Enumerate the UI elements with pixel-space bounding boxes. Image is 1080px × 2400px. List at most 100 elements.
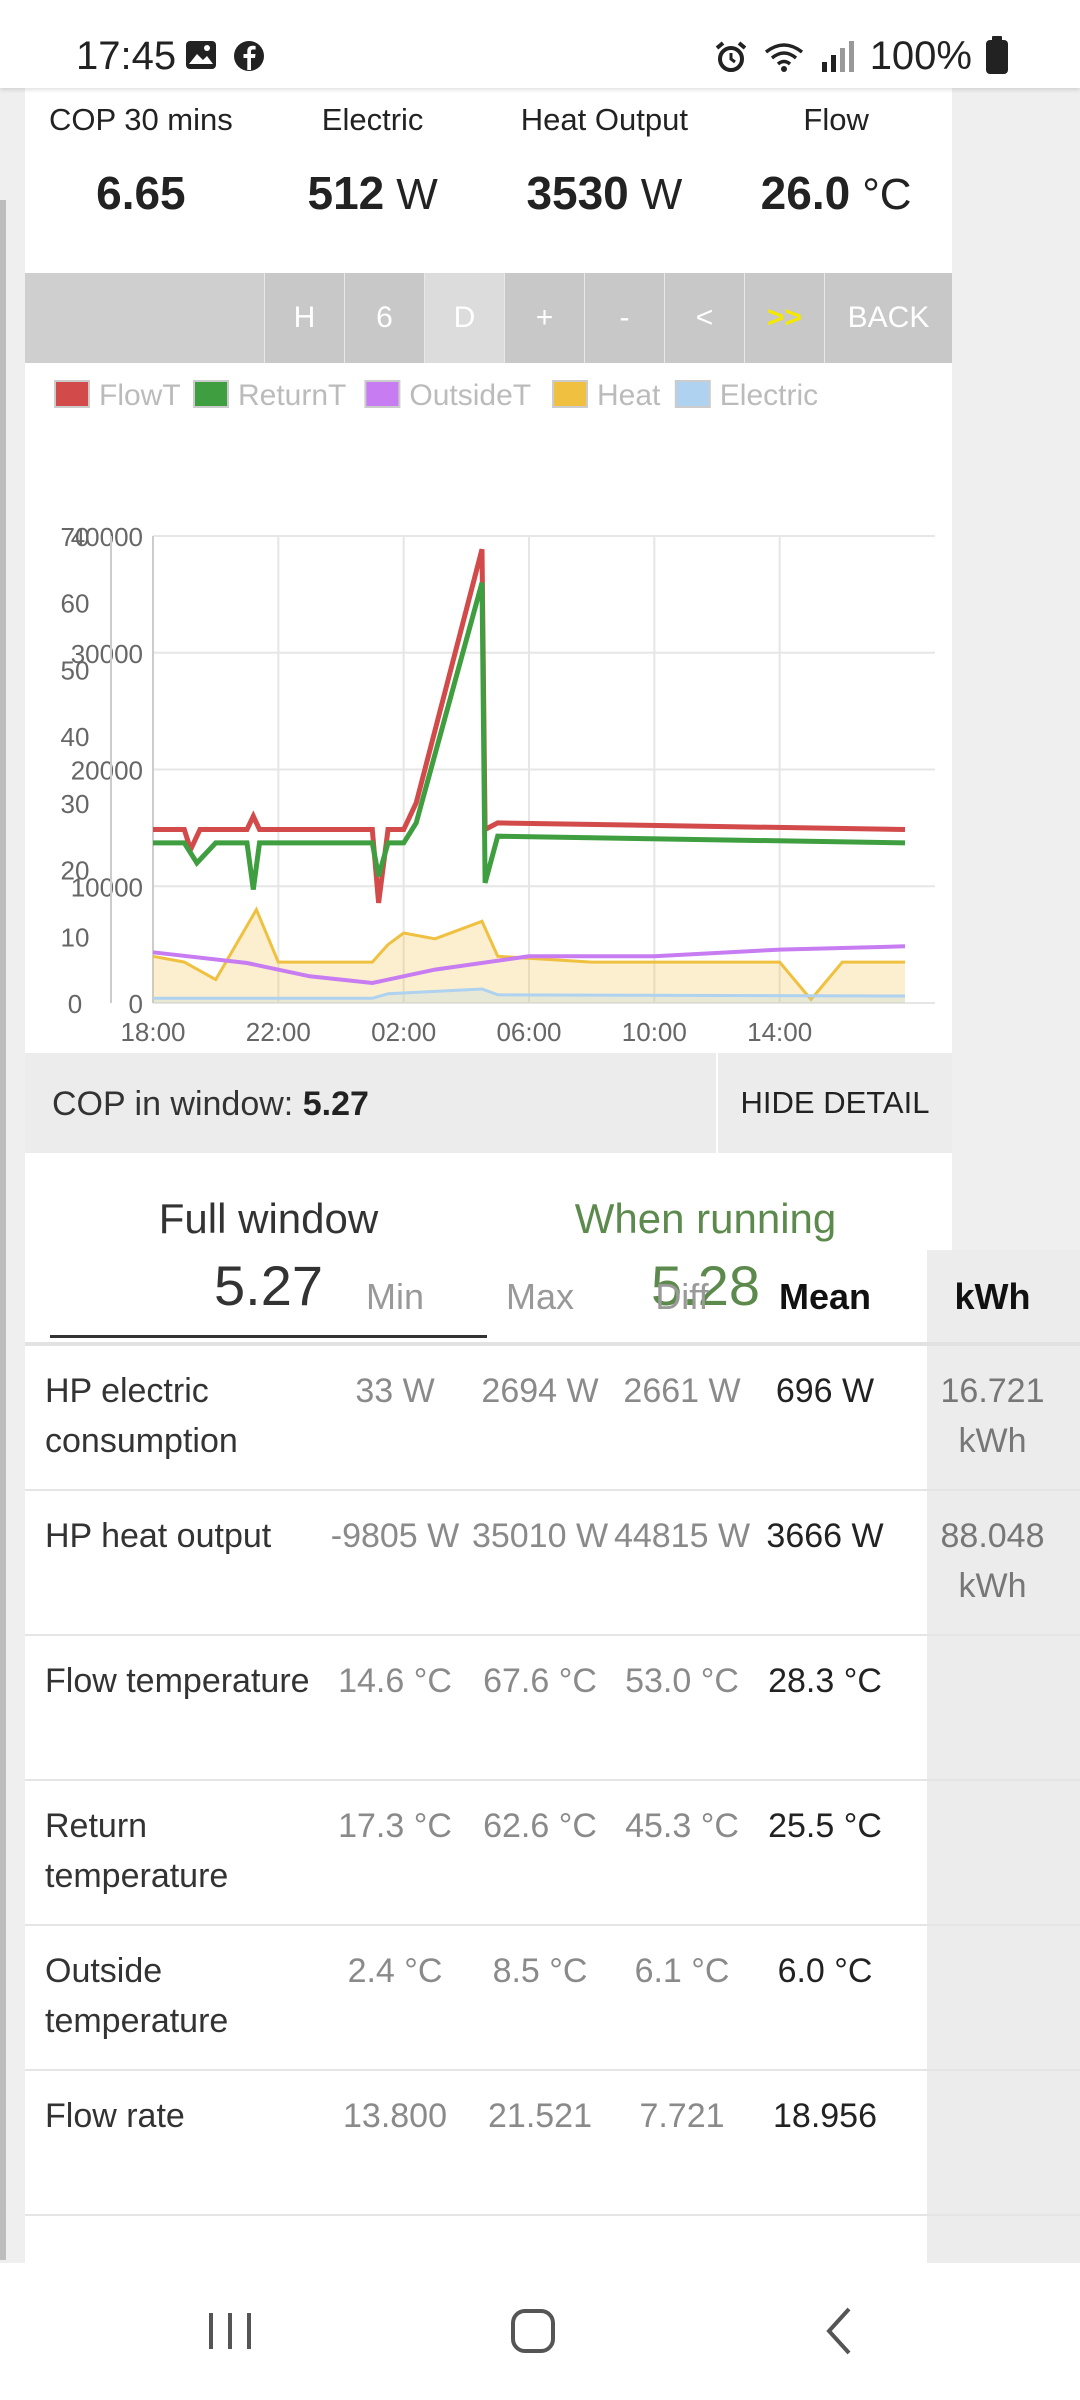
legend-item: Heat	[597, 379, 661, 412]
status-time: 17:45	[76, 34, 177, 78]
signal-icon	[821, 40, 854, 72]
cell-label: Outside temperature	[45, 1952, 229, 2040]
cell-min: 2.4 °C	[347, 1952, 443, 1990]
stat-label: Electric	[321, 102, 424, 137]
table-row: Outside temperature 2.4 °C 8.5 °C 6.1 °C 6.0…	[25, 1926, 1080, 2071]
back-icon[interactable]	[815, 2301, 865, 2361]
cop-window-bar: COP in window: 5.27 HIDE DETAIL	[25, 1053, 952, 1153]
six-hour-button[interactable]: 6	[344, 273, 424, 363]
hour-button[interactable]: H	[264, 273, 344, 363]
cell-max: 2694 W	[481, 1372, 599, 1410]
cell-kwh: 16.721 kWh	[940, 1372, 1045, 1460]
y-right-tick-label: 10000	[71, 872, 143, 902]
tab-value: 5.27	[214, 1254, 323, 1317]
x-tick-label: 10:00	[622, 1017, 687, 1047]
series-line-electric	[153, 987, 906, 1000]
cell-label: Return temperature	[45, 1807, 229, 1895]
y-left-tick-label: 30	[61, 789, 90, 819]
table-row: Flow temperature 14.6 °C 67.6 °C 53.0 °C 28.…	[25, 1636, 1080, 1781]
tab-full-window[interactable]: Full window 5.27	[50, 1153, 487, 1338]
header-kwh: kWh	[954, 1276, 1031, 1317]
alarm-icon	[715, 40, 746, 72]
cell-diff: 6.1 °C	[634, 1952, 730, 1990]
stats-tabs: Full window 5.27 When running 5.28	[25, 1153, 952, 1338]
stat-electric: Electric 512 W	[257, 88, 489, 248]
stat-value: 6.65	[96, 167, 186, 219]
x-tick-label: 22:00	[246, 1017, 311, 1047]
stats-table: Min Max Diff Mean kWh HP electric consum…	[25, 1250, 1080, 2216]
stat-heat-output: Heat Output 3530 W	[489, 88, 721, 248]
cell-min: 17.3 °C	[338, 1807, 452, 1845]
cell-max: 21.521	[488, 2097, 592, 2135]
x-tick-label: 14:00	[747, 1017, 812, 1047]
legend-swatch	[552, 380, 588, 408]
stat-cop: COP 30 mins 6.65	[25, 88, 257, 248]
cell-label: HP heat output	[45, 1517, 272, 1555]
cell-diff: 53.0 °C	[625, 1662, 739, 1700]
pan-right-button[interactable]: >>	[744, 273, 824, 363]
stat-value: 26.0 °C	[760, 167, 912, 219]
cell-max: 8.5 °C	[492, 1952, 588, 1990]
y-left-tick-label: 70	[61, 522, 90, 552]
cell-mean: 6.0 °C	[777, 1952, 873, 1990]
time-series-chart: FlowT ReturnT OutsideT Heat Electric 70 60 50 40…	[25, 363, 952, 1053]
cell-mean: 696 W	[775, 1372, 875, 1410]
cop-window-text: COP in window: 5.27	[52, 1085, 369, 1123]
recents-icon[interactable]	[205, 2301, 255, 2361]
cell-diff: 44815 W	[613, 1517, 751, 1555]
cell-max: 67.6 °C	[483, 1662, 597, 1700]
stat-value: 512 W	[307, 167, 438, 219]
cell-label: Flow rate	[45, 2097, 185, 2135]
tab-when-running[interactable]: When running 5.28	[487, 1153, 924, 1338]
y-left-tick-label: 20	[61, 856, 90, 886]
back-button[interactable]: BACK	[824, 273, 952, 363]
stat-flow: Flow 26.0 °C	[720, 88, 952, 248]
header-mean: Mean	[778, 1276, 872, 1317]
header-max: Max	[505, 1276, 574, 1317]
stat-label: COP 30 mins	[48, 102, 233, 137]
cell-max: 35010 W	[471, 1517, 609, 1555]
cell-diff: 2661 W	[623, 1372, 741, 1410]
legend-swatch	[193, 380, 229, 408]
battery-percent: 100%	[869, 34, 972, 78]
y-left-tick-label: 50	[61, 655, 90, 685]
dashboard-page: COP 30 mins 6.65 Electric 512 W Heat Outp…	[25, 88, 952, 2263]
series-line-outsidet	[152, 944, 906, 986]
cop-window-value: 5.27	[302, 1085, 369, 1123]
cell-min: 33 W	[355, 1372, 435, 1410]
day-button[interactable]: D	[424, 273, 504, 363]
legend-item: ReturnT	[238, 379, 346, 412]
cell-mean: 3666 W	[766, 1517, 884, 1555]
x-tick-label: 02:00	[371, 1017, 436, 1047]
zoom-out-button[interactable]: -	[584, 273, 664, 363]
battery-icon	[986, 35, 1008, 74]
y-right-tick-label: 0	[129, 989, 143, 1019]
stats-header: COP 30 mins 6.65 Electric 512 W Heat Outp…	[25, 88, 952, 248]
y-left-tick-label: 0	[68, 989, 82, 1019]
zoom-in-button[interactable]: +	[504, 273, 584, 363]
stat-label: Flow	[803, 102, 869, 137]
facebook-icon	[234, 41, 264, 71]
series-line-returnt	[153, 582, 906, 890]
table-row: HP electric consumption 33 W 2694 W 2661 W 6…	[25, 1346, 1080, 1491]
table-row: Flow rate 13.800 21.521 7.721 18.956	[25, 2071, 1080, 2216]
y-right-tick-label: 40000	[71, 522, 143, 552]
home-icon[interactable]	[508, 2301, 558, 2361]
y-left-tick-label: 10	[61, 922, 90, 952]
cell-mean: 25.5 °C	[768, 1807, 882, 1845]
cell-min: -9805 W	[330, 1517, 460, 1555]
hide-detail-button[interactable]: HIDE DETAIL	[716, 1053, 952, 1153]
legend-swatch	[54, 380, 90, 408]
legend-swatch	[674, 380, 711, 408]
series-line-heat	[152, 906, 905, 1002]
cell-label: Flow temperature	[45, 1662, 310, 1700]
gallery-icon	[186, 41, 216, 69]
chart-toolbar: H 6 D + - < >> BACK	[25, 273, 952, 363]
tab-value: 5.28	[651, 1254, 760, 1317]
cell-diff: 45.3 °C	[625, 1807, 739, 1845]
kwh-column-shade	[927, 1250, 1080, 2263]
y-left-tick-label: 60	[61, 589, 90, 619]
pan-left-button[interactable]: <	[664, 273, 744, 363]
y-right-tick-label: 30000	[71, 639, 143, 669]
cell-max: 62.6 °C	[483, 1807, 597, 1845]
